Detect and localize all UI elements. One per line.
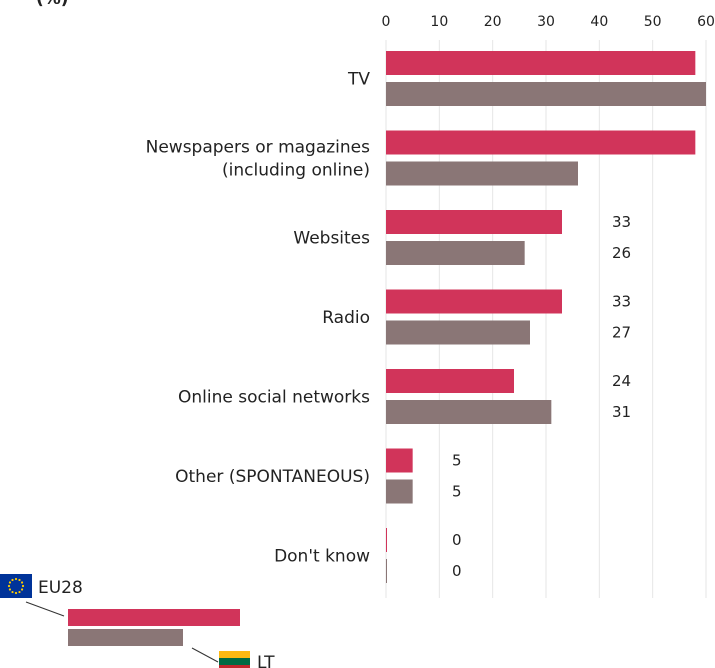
bar-lt [386,161,578,186]
star [11,590,14,594]
category-label: Other (SPONTANEOUS) [175,467,370,487]
bar-eu28 [386,210,562,234]
legend-label-lt: LT [257,653,275,668]
data-label: 5 [452,452,462,470]
bar-eu28 [386,448,413,473]
star [18,578,21,582]
x-tick-label: 20 [484,14,502,30]
x-tick-label: 60 [697,14,715,30]
legend-swatch-eu28 [68,609,240,626]
star [20,581,24,584]
bar-eu28 [386,130,696,155]
data-label: 31 [612,403,631,421]
star [18,590,21,594]
data-label: 33 [612,213,631,231]
data-label: 5 [452,483,462,501]
legend: EU28 LT [0,574,275,668]
data-label: 0 [452,531,462,549]
star [7,584,11,588]
category-label: Websites [293,229,370,249]
x-tick-label: 10 [430,14,448,30]
category-label: Don't know [274,547,370,567]
legend-label-eu28: EU28 [38,578,83,598]
star [21,584,25,588]
legend-connector-lt [191,647,219,663]
lithuania-flag-icon [219,651,250,668]
data-labels: 33 26 33 27 24 31 5 5 0 0 [452,213,631,580]
x-tick-label: 50 [644,14,662,30]
x-tick-label: 40 [590,14,608,30]
category-labels: TV Newspapers or magazines (including onli… [146,70,371,567]
legend-swatch-lt [68,629,183,646]
bar-lt [386,82,706,106]
star [20,588,24,591]
data-label: 33 [612,293,631,311]
star [14,591,18,595]
star [11,578,14,582]
category-label: Radio [322,308,370,328]
bar-lt [386,559,387,583]
star [8,581,12,584]
category-label: Newspapers or magazines [146,138,371,158]
chart-title: (%) [36,0,69,9]
category-label: (including online) [222,161,370,181]
eu-flag-icon [0,574,32,598]
x-tick-label: 30 [537,14,555,30]
bar-lt [386,479,413,504]
bar-eu28 [386,369,514,393]
grid [385,40,707,598]
data-label: 24 [612,372,631,390]
bar-eu28 [386,289,562,314]
data-label: 27 [612,324,631,342]
category-label: Online social networks [178,388,370,408]
x-axis-ticks: 0 10 20 30 40 50 60 [382,14,715,30]
bars [386,51,706,583]
category-label: TV [347,70,370,90]
bar-lt [386,241,525,265]
bar-eu28 [386,51,696,75]
bar-lt [386,400,552,424]
star [14,577,18,581]
bar-eu28 [386,528,387,552]
data-label: 0 [452,562,462,580]
x-tick-label: 0 [382,14,391,30]
star [8,588,12,591]
data-label: 26 [612,244,631,262]
legend-connector-eu28 [25,601,65,617]
bar-lt [386,320,530,345]
